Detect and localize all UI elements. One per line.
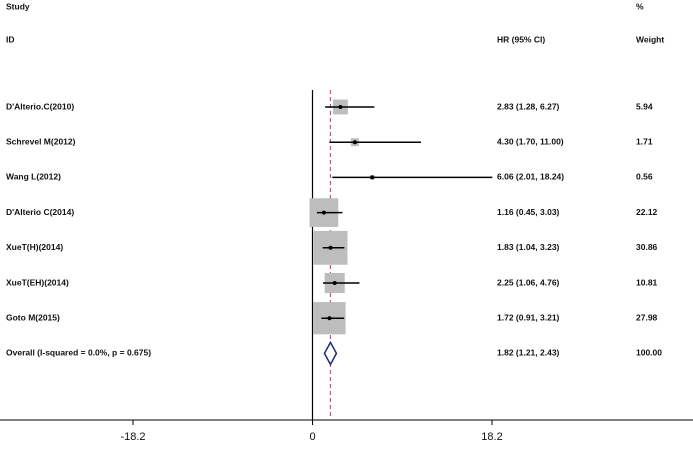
point-estimate: [370, 175, 375, 180]
overall-estimate: 1.82 (1.21, 2.43): [497, 348, 560, 358]
x-tick-label: 18.2: [481, 431, 502, 443]
estimate-label: 4.30 (1.70, 11.00): [497, 136, 564, 146]
estimate-label: 2.83 (1.28, 6.27): [497, 101, 560, 111]
estimate-label: 2.25 (1.06, 4.76): [497, 277, 560, 287]
x-tick-label: -18.2: [120, 431, 145, 443]
weight-label: 1.71: [636, 136, 653, 146]
point-estimate: [332, 281, 337, 285]
weight-label: 5.94: [636, 101, 653, 111]
estimate-label: 1.72 (0.91, 3.21): [497, 312, 560, 322]
x-tick-label: 0: [309, 431, 315, 443]
study-label: Wang L(2012): [6, 172, 61, 182]
study-header: Study: [6, 1, 30, 11]
study-label: D'Alterio.C(2010): [6, 101, 74, 111]
study-label: XueT(EH)(2014): [6, 277, 69, 287]
overall-weight: 100.00: [636, 348, 662, 358]
study-label: Goto M(2015): [6, 312, 60, 322]
point-estimate: [338, 105, 343, 109]
estimate-label: 6.06 (2.01, 18.24): [497, 172, 564, 182]
percent-header: %: [636, 1, 644, 11]
point-estimate: [328, 245, 333, 250]
study-label: XueT(H)(2014): [6, 242, 63, 252]
weight-header: Weight: [636, 34, 664, 44]
study-label: D'Alterio C(2014): [6, 207, 74, 217]
overall-label: Overall (I-squared = 0.0%, p = 0.675): [6, 348, 151, 358]
weight-label: 0.56: [636, 172, 653, 182]
weight-label: 22.12: [636, 207, 658, 217]
estimate-label: 1.16 (0.45, 3.03): [497, 207, 560, 217]
weight-label: 27.98: [636, 312, 658, 322]
estimate-header: HR (95% CI): [497, 34, 545, 44]
overall-diamond: [323, 340, 338, 366]
weight-label: 10.81: [636, 277, 658, 287]
study-label: Schrevel M(2012): [6, 136, 76, 146]
estimate-label: 1.83 (1.04, 3.23): [497, 242, 560, 252]
weight-label: 30.86: [636, 242, 658, 252]
point-estimate: [321, 210, 326, 215]
id-header: ID: [6, 34, 15, 44]
point-estimate: [327, 316, 332, 321]
point-estimate: [352, 140, 357, 145]
